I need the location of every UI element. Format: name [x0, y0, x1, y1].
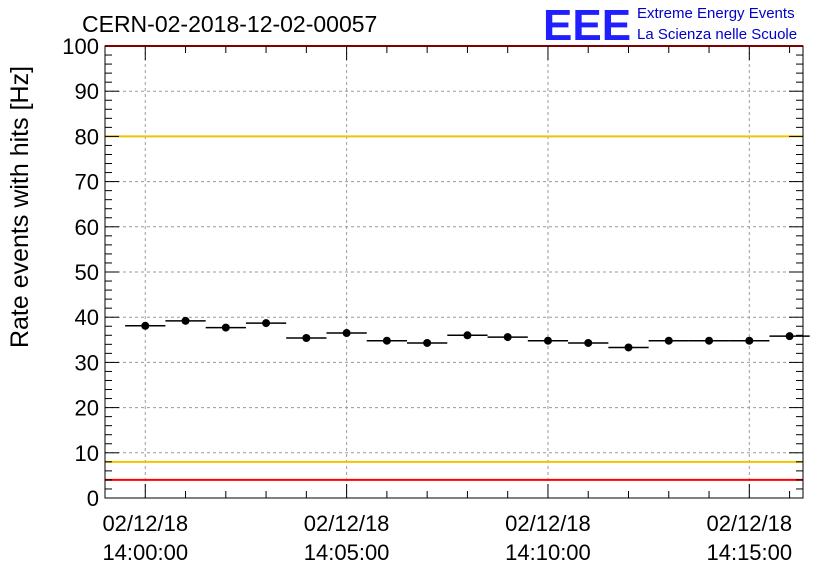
data-point	[382, 336, 391, 345]
grid	[105, 46, 803, 498]
chart-title: CERN-02-2018-12-02-00057	[82, 11, 377, 37]
y-tick-label: 0	[87, 486, 99, 511]
y-tick-label: 100	[62, 34, 99, 59]
x-tick-time: 14:05:00	[304, 540, 390, 565]
data-series	[125, 316, 810, 352]
x-tick-time: 14:15:00	[706, 540, 792, 565]
y-tick-label: 40	[75, 305, 99, 330]
data-point	[543, 336, 552, 345]
y-tick-label: 80	[75, 124, 99, 149]
eee-logo: EEE Extreme Energy Events La Scienza nel…	[543, 1, 797, 50]
data-point	[503, 333, 512, 342]
data-point	[262, 319, 271, 328]
x-tick-date: 02/12/18	[505, 511, 591, 536]
data-point	[181, 316, 190, 325]
data-point	[342, 329, 351, 338]
y-axis-title: Rate events with hits [Hz]	[6, 66, 34, 348]
data-point	[584, 338, 593, 347]
data-point	[423, 338, 432, 347]
x-tick-time: 14:10:00	[505, 540, 591, 565]
data-point	[463, 331, 472, 340]
y-tick-label: 10	[75, 441, 99, 466]
data-point	[141, 321, 150, 330]
logo-line-1: Extreme Energy Events	[637, 5, 795, 22]
data-point	[745, 336, 754, 345]
logo-mark: EEE	[543, 1, 631, 50]
y-tick-label: 20	[75, 396, 99, 421]
data-point	[785, 332, 794, 341]
logo-line-2: La Scienza nelle Scuole	[637, 26, 797, 43]
axis-ticks	[105, 45, 803, 499]
data-point	[221, 323, 230, 332]
reference-lines	[105, 45, 803, 481]
data-point	[302, 333, 311, 342]
data-point	[624, 343, 633, 352]
y-tick-label: 30	[75, 350, 99, 375]
x-tick-date: 02/12/18	[706, 511, 792, 536]
x-tick-date: 02/12/18	[102, 511, 188, 536]
y-tick-label: 70	[75, 170, 99, 195]
y-tick-label: 50	[75, 260, 99, 285]
y-tick-label: 60	[75, 215, 99, 240]
data-point	[664, 336, 673, 345]
x-tick-date: 02/12/18	[304, 511, 390, 536]
data-point	[705, 336, 714, 345]
y-tick-label: 90	[75, 79, 99, 104]
x-tick-time: 14:00:00	[102, 540, 188, 565]
tick-labels: 0 10 20 30 40 50 60 70 80 90 100 02/12/18 14:00:00 02…	[62, 34, 792, 565]
